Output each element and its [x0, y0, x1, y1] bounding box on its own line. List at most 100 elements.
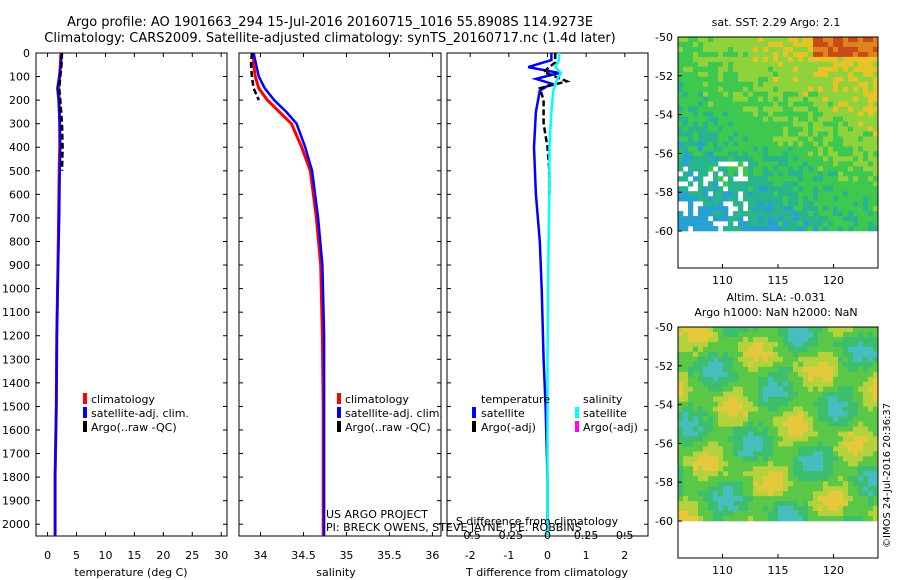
map-cell [783, 471, 789, 477]
map-cell [678, 411, 684, 417]
map-cell [818, 481, 824, 487]
map-cell [823, 176, 829, 182]
map-cell [753, 206, 759, 212]
map-cell [828, 426, 834, 432]
map-cell [843, 106, 849, 112]
map-cell [858, 121, 864, 127]
map-cell [858, 401, 864, 407]
map-cell [853, 81, 859, 88]
map-cell [798, 136, 804, 142]
map-cell [723, 396, 729, 402]
map-cell [858, 471, 864, 477]
map-cell [873, 106, 879, 112]
map-cell [788, 76, 794, 83]
map-cell [733, 366, 739, 373]
map-cell [783, 96, 789, 102]
map-cell [808, 196, 814, 202]
map-cell [783, 51, 789, 58]
map-cell [863, 181, 869, 187]
map-cell [863, 436, 869, 442]
x-tick-label: 34.5 [291, 549, 316, 562]
map-cell [698, 141, 704, 147]
map-cell [858, 461, 864, 467]
map-cell [818, 491, 824, 497]
map-cell [768, 191, 774, 197]
series-line-salinity-satellite [546, 53, 563, 536]
map-cell [823, 401, 829, 407]
map-cell [723, 406, 729, 412]
map-cell [683, 111, 689, 117]
map-cell [868, 351, 874, 358]
map-cell [688, 201, 694, 207]
map-cell [763, 226, 769, 232]
legend-header-salinity: salinity [583, 393, 623, 406]
map-cell [688, 396, 694, 402]
map-cell [793, 156, 799, 162]
map-cell [838, 371, 844, 378]
map-cell [803, 476, 809, 482]
map-cell [763, 121, 769, 127]
map-cell [823, 436, 829, 442]
map-cell [763, 106, 769, 112]
map-cell [758, 501, 764, 507]
map-cell [678, 441, 684, 447]
map-cell [858, 476, 864, 482]
map-cell [703, 66, 709, 73]
map-cell [793, 186, 799, 192]
map-cell [763, 91, 769, 97]
map-cell [873, 81, 879, 88]
map-cell [768, 96, 774, 102]
map-cell [688, 331, 694, 338]
map-cell [818, 37, 824, 43]
map-cell [733, 466, 739, 472]
map-cell [688, 471, 694, 477]
map-cell [793, 406, 799, 412]
map-cell [703, 516, 709, 522]
map-cell [848, 136, 854, 142]
map-cell [768, 486, 774, 492]
map-cell [778, 116, 784, 122]
map-cell [753, 211, 759, 217]
map-cell [703, 376, 709, 383]
map-cell [873, 386, 879, 392]
map-cell [783, 191, 789, 197]
map-cell [678, 381, 684, 387]
map-cell [773, 391, 779, 397]
map-cell [713, 151, 719, 157]
map-cell [723, 226, 729, 232]
map-cell [743, 456, 749, 462]
map-cell [833, 126, 839, 132]
map-cell [688, 76, 694, 83]
map-cell [788, 106, 794, 112]
map-cell [753, 141, 759, 147]
map-cell [713, 456, 719, 462]
map-cell [873, 501, 879, 507]
map-cell [743, 116, 749, 122]
map-cell [718, 126, 724, 132]
map-cell [773, 341, 779, 348]
map-cell [863, 486, 869, 492]
map-cell [863, 386, 869, 392]
map-cell [693, 401, 699, 407]
map-cell [868, 476, 874, 482]
map-cell [863, 476, 869, 482]
map-cell [833, 216, 839, 222]
map-cell [718, 476, 724, 482]
map-cell [803, 106, 809, 112]
map-cell [683, 416, 689, 422]
map-cell [858, 176, 864, 182]
map-cell [763, 146, 769, 152]
map-cell [743, 121, 749, 127]
map-cell [848, 431, 854, 437]
map-cell [833, 361, 839, 368]
map-cell [798, 441, 804, 447]
map-cell [798, 476, 804, 482]
series-line-argo-raw-qc- [249, 53, 260, 101]
map-cell [698, 376, 704, 383]
map-y-tick-label: -60 [655, 225, 673, 238]
map-cell [808, 346, 814, 353]
map-cell [818, 116, 824, 122]
map-cell [858, 156, 864, 162]
map-cell [848, 396, 854, 402]
map-cell [723, 211, 729, 217]
